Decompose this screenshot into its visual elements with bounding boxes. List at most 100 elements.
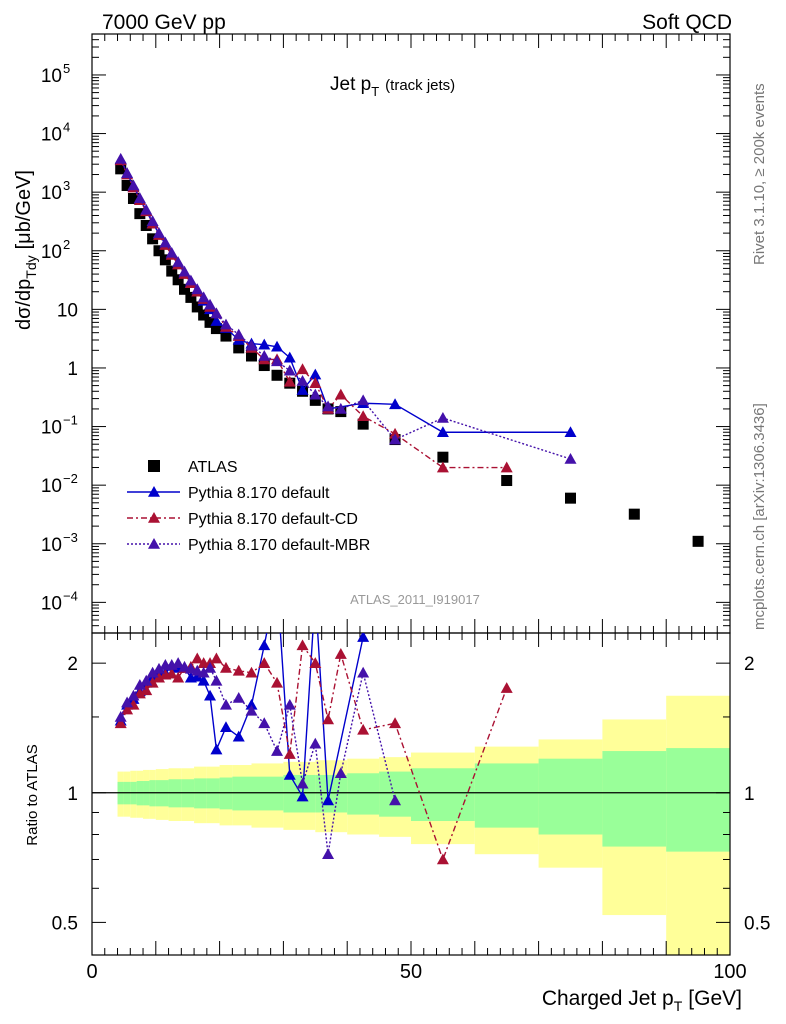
ratio-point	[191, 670, 204, 682]
main-point-atlas	[437, 451, 449, 463]
ratio-point	[210, 743, 223, 755]
main-title-main: Jet p	[330, 74, 371, 95]
main-point-atlas	[121, 179, 133, 191]
ratio-point	[191, 652, 204, 664]
ratio-point	[152, 662, 165, 674]
legend-label: Pythia 8.170 default-MBR	[188, 537, 370, 554]
main-point-atlas	[191, 301, 203, 313]
main-point-mc	[389, 427, 402, 439]
main-ytick-label: 10	[41, 125, 62, 146]
main-point-atlas	[309, 394, 321, 406]
main-point-mc	[389, 398, 402, 410]
main-point-atlas	[271, 369, 283, 381]
main-point-atlas	[115, 163, 127, 175]
main-point-mc	[296, 384, 309, 395]
main-ytick-exponent: −3	[63, 530, 78, 545]
main-point-atlas	[134, 208, 146, 220]
legend-marker-mc	[148, 486, 160, 497]
ratio-point	[133, 687, 146, 699]
ratio-point	[436, 853, 449, 865]
main-point-atlas	[172, 274, 184, 286]
x-axis-label-sub: T	[674, 998, 683, 1014]
main-point-atlas	[220, 330, 232, 342]
main-point-mc	[334, 402, 347, 414]
main-point-atlas	[357, 418, 369, 430]
main-ytick-exponent: −4	[63, 588, 78, 603]
main-point-atlas	[185, 291, 197, 303]
legend-marker-mc	[148, 538, 160, 549]
main-point-mc	[204, 298, 217, 310]
ratio-clipped-group	[114, 588, 513, 865]
ratio-band-inner	[206, 778, 220, 809]
ratio-point	[389, 794, 402, 806]
main-point-atlas	[127, 192, 139, 204]
ratio-ytick-label-right: 0.5	[744, 913, 770, 934]
ratio-point	[165, 667, 178, 679]
main-point-mc	[121, 167, 134, 179]
ratio-point	[309, 588, 321, 599]
main-point-atlas	[140, 219, 152, 231]
main-point-mc	[178, 265, 191, 277]
main-point-mc	[564, 426, 577, 438]
main-point-mc	[258, 349, 271, 361]
ratio-band-inner	[194, 778, 207, 809]
ratio-point	[121, 703, 134, 715]
header-right: Soft QCD	[642, 11, 732, 34]
main-ytick-label: 10	[57, 300, 78, 321]
ratio-point	[114, 710, 127, 722]
ratio-point	[389, 717, 402, 729]
main-point-atlas	[565, 492, 576, 504]
main-point-mc	[564, 452, 577, 464]
ratio-xtick-label: 50	[400, 961, 422, 983]
ratio-point	[283, 768, 296, 780]
main-point-mc	[172, 256, 185, 267]
main-ytick-exponent: 4	[63, 120, 70, 135]
main-ytick-exponent: −1	[63, 413, 78, 428]
ratio-point	[322, 848, 335, 860]
main-point-mc	[283, 351, 296, 363]
ratio-point	[204, 689, 217, 701]
main-point-mc	[436, 461, 449, 473]
main-point-mc	[436, 426, 449, 438]
ratio-point	[258, 639, 271, 651]
main-point-mc	[219, 318, 232, 330]
x-axis-label-unit: [GeV]	[688, 987, 742, 1010]
ratio-point	[232, 664, 245, 676]
ratio-ytick-label: 0.5	[52, 913, 78, 934]
ratio-point	[245, 704, 258, 716]
main-point-mc	[140, 203, 153, 215]
ratio-point	[271, 676, 284, 688]
ratio-point	[283, 698, 296, 710]
main-data-marks	[114, 152, 704, 547]
main-point-mc	[258, 338, 271, 350]
ratio-point	[121, 696, 134, 708]
ratio-point	[296, 639, 309, 651]
ratio-point	[232, 692, 245, 703]
ratio-point	[152, 671, 165, 683]
main-point-mc	[152, 227, 165, 238]
main-ytick-label: 10	[41, 242, 62, 263]
ratio-point	[232, 730, 245, 742]
main-point-mc	[322, 400, 335, 412]
ratio-point	[357, 666, 370, 678]
main-point-atlas	[246, 350, 257, 362]
legend: ATLAS Pythia 8.170 default Pythia 8.170 de…	[127, 459, 370, 554]
main-point-mc	[357, 410, 370, 422]
main-point-mc	[232, 328, 245, 340]
main-point-mc	[357, 394, 370, 406]
legend-label: Pythia 8.170 default	[188, 485, 330, 502]
ratio-band-inner	[283, 774, 316, 813]
main-point-mc	[159, 236, 172, 248]
main-point-atlas	[501, 475, 513, 487]
ratio-point	[197, 674, 210, 686]
main-point-atlas	[204, 316, 216, 328]
main-series-line	[120, 159, 507, 469]
ratio-point	[172, 657, 185, 668]
ratio-point	[357, 633, 370, 642]
ratio-band-inner	[347, 773, 380, 815]
main-ytick-label: 10	[41, 535, 62, 556]
ratio-point	[140, 684, 153, 696]
main-point-mc	[309, 377, 322, 388]
ratio-point	[146, 666, 159, 678]
